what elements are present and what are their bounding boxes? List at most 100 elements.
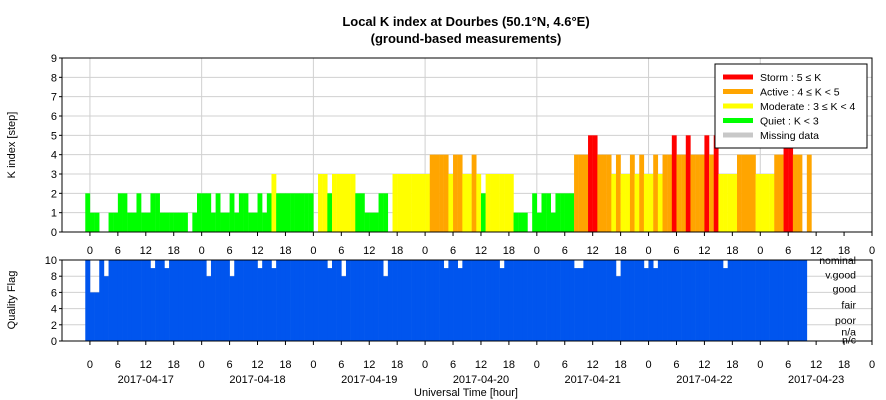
quality-bar xyxy=(657,260,663,341)
k-index-bar xyxy=(639,154,645,232)
k-index-bar xyxy=(183,212,188,232)
quality-bar xyxy=(462,260,468,341)
quality-bar xyxy=(252,260,258,341)
date-label: 2017-04-22 xyxy=(676,374,732,386)
quality-bar xyxy=(373,260,379,341)
quality-bar xyxy=(569,260,575,341)
k-index-bar xyxy=(588,135,593,232)
k-index-bar xyxy=(569,193,575,232)
quality-bar xyxy=(695,260,701,341)
quality-bar xyxy=(355,260,361,341)
k-x-tick-label: 0 xyxy=(757,245,763,257)
quality-bar xyxy=(299,260,305,341)
k-x-tick-label: 12 xyxy=(363,245,375,257)
k-index-bar xyxy=(629,154,635,232)
quality-bar xyxy=(271,268,277,341)
date-label: 2017-04-20 xyxy=(453,374,509,386)
k-index-bar xyxy=(499,174,505,232)
k-index-bar xyxy=(89,212,95,232)
quality-y-tick-label: 0 xyxy=(51,336,57,348)
quality-bar xyxy=(345,260,351,341)
quality-bar xyxy=(611,260,617,341)
quality-bar xyxy=(131,260,137,341)
k-y-tick-label: 1 xyxy=(51,208,57,220)
k-index-bar xyxy=(378,193,384,232)
k-index-bar xyxy=(769,174,775,232)
k-index-bar xyxy=(169,212,174,232)
k-x-tick-label: 12 xyxy=(587,245,599,257)
quality-bar xyxy=(136,260,142,341)
k-index-bar xyxy=(234,212,240,232)
k-index-bar xyxy=(490,174,496,232)
quality-bar xyxy=(797,260,803,341)
k-index-bar xyxy=(634,174,640,232)
k-x-tick-label: 18 xyxy=(168,245,180,257)
quality-x-tick-label: 12 xyxy=(587,359,599,371)
quality-level-label: good xyxy=(833,283,857,295)
quality-x-tick-label: 6 xyxy=(785,359,791,371)
k-index-bar xyxy=(290,193,295,232)
k-index-bar xyxy=(806,154,812,232)
k-x-tick-label: 6 xyxy=(673,245,679,257)
quality-x-tick-label: 0 xyxy=(534,359,540,371)
quality-bar xyxy=(280,260,286,341)
k-index-bar xyxy=(285,193,291,232)
date-labels: 2017-04-17 2017-04-18 2017-04-19 2017-04-20… xyxy=(118,374,845,386)
quality-bar xyxy=(141,260,147,341)
k-index-bar xyxy=(155,193,160,232)
quality-bar xyxy=(443,268,449,341)
k-x-tick-label: 12 xyxy=(698,245,710,257)
quality-bar xyxy=(792,260,798,341)
quality-level-label: nominal xyxy=(819,255,856,267)
quality-bar xyxy=(415,260,421,341)
k-index-bar xyxy=(513,212,519,232)
quality-bar xyxy=(94,292,100,341)
k-index-bar xyxy=(304,193,309,232)
quality-bar xyxy=(560,260,566,341)
k-x-tick-label: 18 xyxy=(726,245,738,257)
k-index-bar xyxy=(550,212,556,232)
quality-bar xyxy=(690,260,696,341)
k-x-tick-label: 0 xyxy=(422,245,428,257)
quality-level-label: n/c xyxy=(842,334,856,346)
quality-y-tick-label: 6 xyxy=(51,287,57,299)
quality-bar xyxy=(290,260,296,341)
quality-bar xyxy=(485,260,491,341)
quality-plot-frame xyxy=(61,259,873,342)
quality-bar xyxy=(602,260,607,341)
quality-bar xyxy=(764,260,770,341)
k-index-bar xyxy=(308,193,314,232)
quality-bar xyxy=(518,260,524,341)
k-index-bar xyxy=(797,154,803,232)
quality-x-tick-label: 6 xyxy=(338,359,344,371)
quality-bar xyxy=(173,260,179,341)
quality-bar xyxy=(159,260,165,341)
k-index-y-ticks: 0 1 2 3 4 5 6 7 8 9 xyxy=(51,53,62,239)
quality-bar xyxy=(336,260,342,341)
k-index-bar xyxy=(336,174,342,232)
quality-bar xyxy=(401,260,407,341)
quality-bar xyxy=(532,260,538,341)
k-y-tick-label: 6 xyxy=(51,111,57,123)
quality-bar xyxy=(732,260,738,341)
quality-x-tick-label: 18 xyxy=(168,359,180,371)
k-x-tick-label: 18 xyxy=(503,245,515,257)
k-index-bar xyxy=(718,174,724,232)
k-index-bar xyxy=(257,193,263,232)
quality-bar xyxy=(145,260,151,341)
k-index-bar xyxy=(411,174,416,232)
quality-bar xyxy=(243,260,249,341)
quality-bar xyxy=(238,260,244,341)
k-index-bar xyxy=(327,193,333,232)
k-index-bar xyxy=(476,174,482,232)
k-y-tick-label: 4 xyxy=(51,150,57,162)
k-index-bar xyxy=(117,193,123,232)
quality-bar xyxy=(508,260,514,341)
k-index-bar xyxy=(662,154,668,232)
k-index-bar xyxy=(732,174,738,232)
quality-bar xyxy=(220,260,226,341)
quality-y-tick-label: 8 xyxy=(51,271,57,283)
k-index-bar xyxy=(150,193,156,232)
k-index-bar xyxy=(238,193,244,232)
k-index-bar xyxy=(276,193,281,232)
